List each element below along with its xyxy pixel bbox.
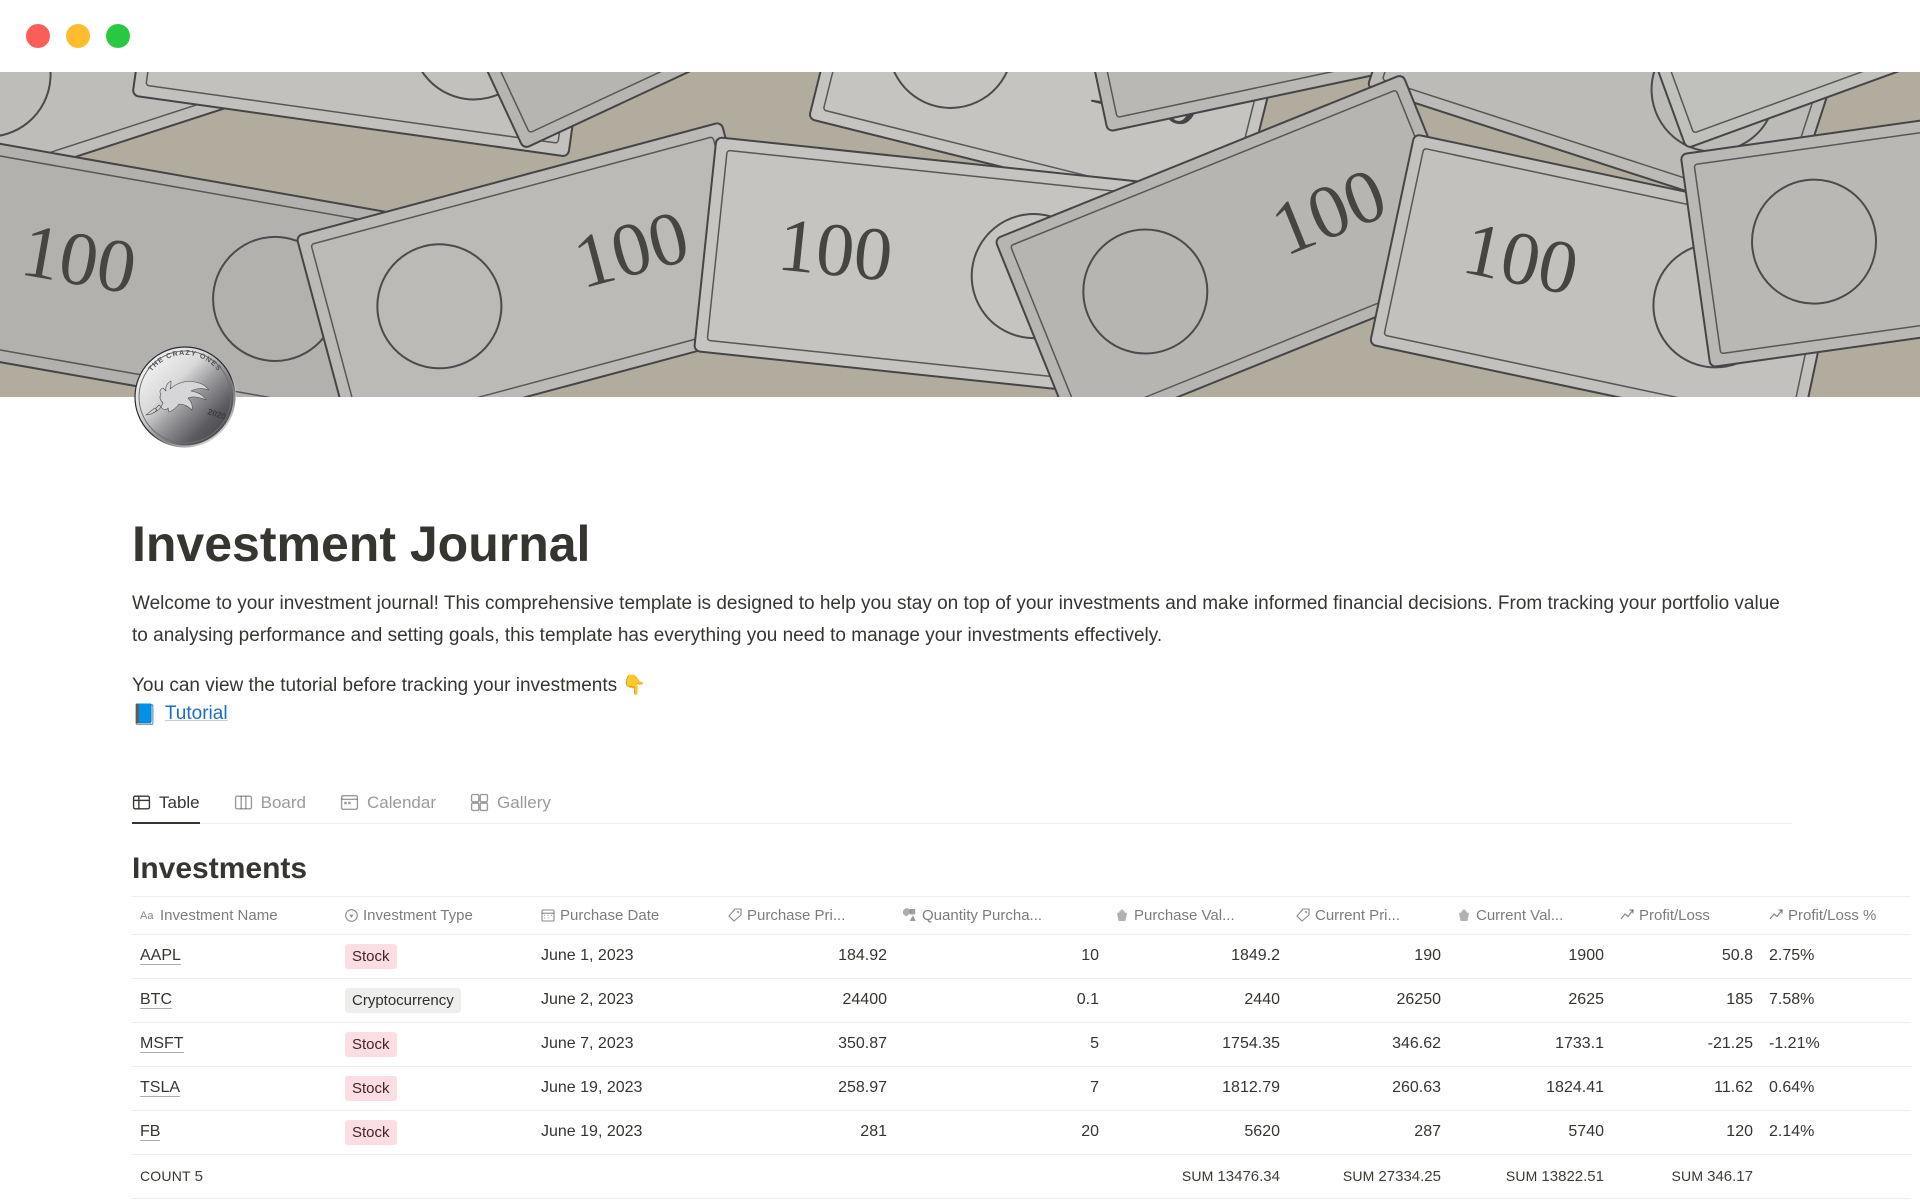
svg-text:Aa: Aa	[140, 910, 154, 922]
